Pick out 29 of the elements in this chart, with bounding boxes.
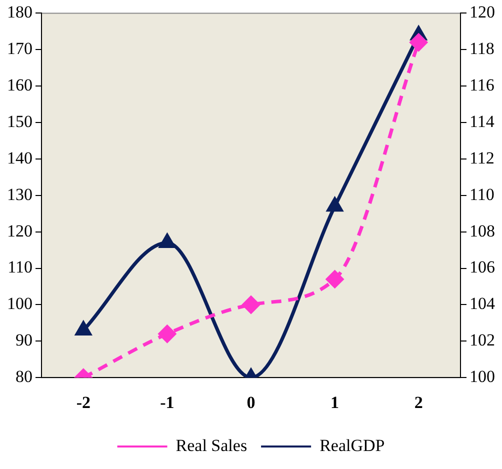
y-tick-label: 130: [7, 184, 32, 204]
y2-tick-label: 108: [470, 221, 495, 240]
y2-tick-label: 102: [470, 330, 495, 350]
y2-tick-label: 114: [470, 112, 495, 131]
x-tick-label: 0: [246, 393, 256, 412]
y-tick-label: 90: [16, 330, 32, 350]
y2-tick-label: 118: [470, 39, 494, 58]
y-tick-label: 120: [7, 221, 32, 240]
x-tick-label: 2: [414, 393, 423, 412]
legend-label: RealGDP: [320, 436, 385, 455]
y2-tick-label: 110: [470, 184, 494, 204]
legend-label: Real Sales: [176, 436, 248, 455]
y2-tick-label: 104: [470, 294, 496, 314]
x-tick-label: 1: [330, 393, 340, 412]
y2-tick-label: 106: [470, 258, 495, 277]
x-tick-label: -2: [76, 393, 90, 412]
y-tick-label: 100: [7, 294, 32, 314]
y2-tick-label: 112: [470, 148, 494, 168]
y-tick-label: 110: [8, 258, 32, 277]
y-tick-label: 140: [7, 148, 32, 168]
y-tick-label: 80: [16, 367, 32, 386]
y-tick-label: 170: [7, 39, 32, 58]
y-tick-label: 150: [7, 112, 32, 131]
y-tick-label: 180: [7, 2, 32, 22]
y2-tick-label: 100: [470, 367, 495, 386]
y2-tick-label: 120: [470, 2, 495, 22]
y-tick-label: 160: [7, 76, 32, 95]
x-tick-label: -1: [160, 393, 174, 412]
y2-tick-label: 116: [470, 76, 494, 95]
